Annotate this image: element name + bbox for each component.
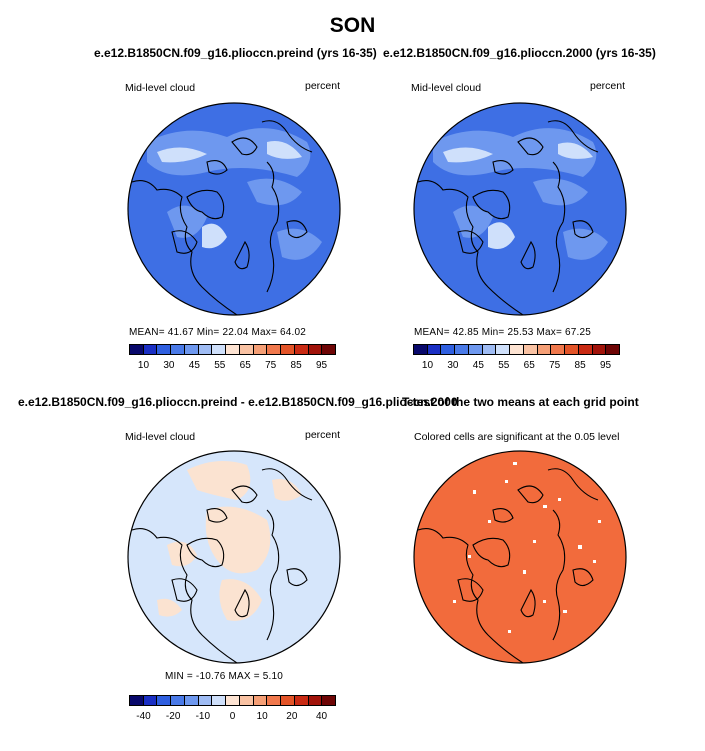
panel4-case-title: T-test of the two means at each grid poi… (402, 395, 639, 409)
panel2-units-label: percent (590, 80, 626, 92)
panel1-colorbar-swatch (184, 345, 199, 354)
panel3-colorbar-swatch (322, 696, 336, 705)
panel2-colorbar-swatch (455, 345, 469, 354)
panel3-colorbar-tick-label: 40 (315, 711, 328, 722)
panel2-colorbar-swatch (496, 345, 511, 354)
panel1-colorbar-swatch (212, 345, 227, 354)
panel3-colorbar-swatch (171, 696, 185, 705)
panel1-colorbar-swatch (239, 345, 254, 354)
panel3-colorbar-swatch (184, 696, 199, 705)
panel2-stats: MEAN= 42.85 Min= 25.53 Max= 67.25 (414, 327, 591, 338)
figure-title: SON (329, 14, 376, 37)
panel2-colorbar-swatch (606, 345, 620, 354)
panel2-colorbar-tick-label: 95 (599, 360, 612, 371)
panel3-colorbar-tick-label: -40 (136, 711, 151, 722)
panel2-colorbar-tick-label: 45 (472, 360, 484, 371)
panel2-colorbar-tick-label: 85 (574, 360, 586, 371)
panel3-colorbar-swatch (226, 696, 240, 705)
panel1-colorbar-tick-label: 30 (163, 360, 175, 371)
panel3-field-label: Mid-level cloud (125, 431, 196, 443)
panel1-colorbar-tick-label: 65 (239, 360, 251, 371)
panel3-colorbar-swatch (294, 696, 309, 705)
panel2-colorbar-swatch (414, 345, 428, 354)
panel3-colorbar-swatch (267, 696, 282, 705)
panel3-colorbar-swatch (212, 696, 227, 705)
panel1-colorbar (129, 344, 336, 355)
panel1-units-label: percent (305, 80, 341, 92)
panel4-map-fill (414, 451, 626, 663)
panel2-colorbar (413, 344, 620, 355)
panel3-colorbar-tick-label: -10 (195, 711, 211, 722)
panel2-polar-map (413, 102, 627, 316)
panel4-polar-map (413, 450, 627, 664)
panel3-colorbar-tick-label: 0 (229, 711, 236, 722)
panel3-coastlines (131, 468, 313, 663)
panel2-colorbar-swatch (565, 345, 579, 354)
panel3-colorbar-swatch (130, 696, 144, 705)
panel1-colorbar-tick-label: 55 (214, 360, 226, 371)
panel2-coastlines (417, 120, 599, 315)
panel3-colorbar (129, 695, 336, 706)
panel1-colorbar-tick-label: 45 (188, 360, 200, 371)
panel3-colorbar-swatch (157, 696, 172, 705)
panel1-colorbar-swatch (322, 345, 336, 354)
panel2-colorbar-tick-label: 30 (447, 360, 459, 371)
panel1-colorbar-swatch (308, 345, 323, 354)
panel1-colorbar-swatch (143, 345, 158, 354)
panel2-colorbar-swatch (578, 345, 593, 354)
panel2-field-label: Mid-level cloud (411, 82, 482, 94)
panel1-colorbar-swatch (226, 345, 240, 354)
panel1-colorbar-tick-label: 10 (137, 360, 150, 371)
panel2-colorbar-swatch (510, 345, 524, 354)
panel1-colorbar-swatch (294, 345, 309, 354)
panel1-colorbar-tick-label: 85 (290, 360, 302, 371)
panel1-colorbar-tick-label: 75 (265, 360, 277, 371)
panel2-case-title: e.e12.B1850CN.f09_g16.plioccn.2000 (yrs … (383, 46, 656, 60)
panel1-colorbar-swatch (130, 345, 144, 354)
panel2-colorbar-swatch (551, 345, 566, 354)
panel1-coastlines (131, 120, 313, 315)
panel1-colorbar-swatch (198, 345, 213, 354)
panel3-stats: MIN = -10.76 MAX = 5.10 (165, 671, 283, 682)
panel1-colorbar-swatch (157, 345, 172, 354)
panel3-difference-patches (157, 461, 302, 621)
panel1-colorbar-tick-label: 95 (315, 360, 328, 371)
panel2-colorbar-tick-label: 55 (498, 360, 510, 371)
panel3-colorbar-tick-label: 20 (286, 711, 298, 722)
panel1-colorbar-swatch (253, 345, 268, 354)
panel3-colorbar-swatch (239, 696, 254, 705)
panel3-colorbar-tick-label: -20 (165, 711, 181, 722)
panel1-colorbar-swatch (267, 345, 282, 354)
panel3-colorbar-swatch (143, 696, 158, 705)
panel4-nonsignificant-cells (453, 462, 601, 633)
panel2-colorbar-swatch (537, 345, 552, 354)
panel2-colorbar-swatch (592, 345, 607, 354)
panel4-coastlines (417, 468, 599, 663)
panel2-colorbar-swatch (468, 345, 483, 354)
panel3-colorbar-swatch (281, 696, 295, 705)
panel3-colorbar-swatch (198, 696, 213, 705)
panel3-colorbar-swatch (253, 696, 268, 705)
panel2-colorbar-swatch (523, 345, 538, 354)
panel1-stats: MEAN= 41.67 Min= 22.04 Max= 64.02 (129, 327, 306, 338)
panel3-units-label: percent (305, 429, 341, 441)
panel2-colorbar-swatch (482, 345, 497, 354)
panel1-polar-map (127, 102, 341, 316)
panel1-colorbar-swatch (171, 345, 185, 354)
panel1-case-title: e.e12.B1850CN.f09_g16.plioccn.preind (yr… (94, 46, 377, 60)
panel2-colorbar-tick-label: 10 (421, 360, 434, 371)
panel3-colorbar-tick-label: 10 (256, 711, 268, 722)
panel2-colorbar-tick-label: 65 (523, 360, 535, 371)
panel2-colorbar-tick-label: 75 (549, 360, 561, 371)
panel3-colorbar-swatch (308, 696, 323, 705)
panel1-field-label: Mid-level cloud (125, 82, 196, 94)
panel2-colorbar-swatch (441, 345, 456, 354)
panel4-field-label: Colored cells are significant at the 0.0… (414, 431, 620, 443)
panel2-colorbar-swatch (427, 345, 442, 354)
panel3-polar-map (127, 450, 341, 664)
panel3-case-title: e.e12.B1850CN.f09_g16.plioccn.preind - e… (18, 395, 458, 409)
panel1-colorbar-swatch (281, 345, 295, 354)
